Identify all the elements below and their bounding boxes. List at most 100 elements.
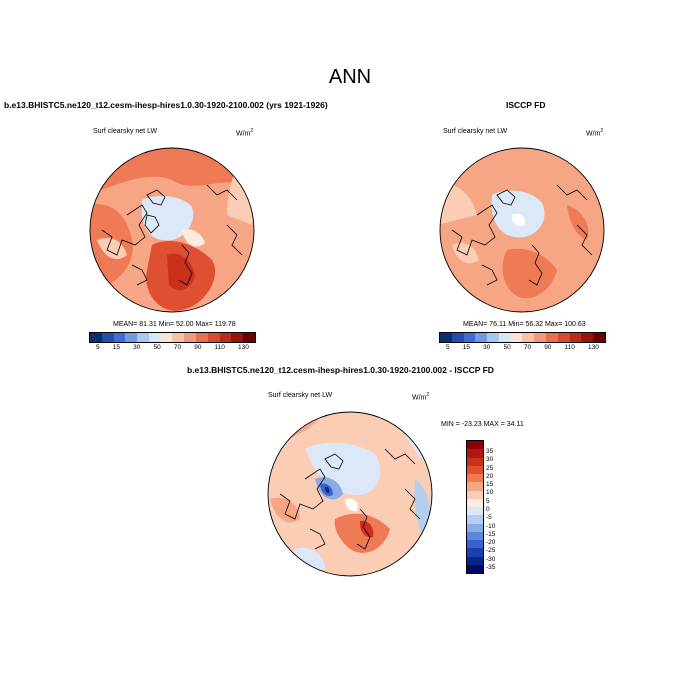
panel3-colorbar-label: 20 <box>486 472 494 480</box>
panel2-colorbar-label: 90 <box>544 344 552 351</box>
panel2-colorbar-swatch <box>475 333 488 342</box>
main-title: ANN <box>328 66 372 88</box>
panel1-stats: MEAN= 81.31 Min= 52.00 Max= 119.78 <box>113 321 236 328</box>
panel1-colorbar-swatch <box>137 333 149 342</box>
panel2-colorbar-swatch <box>451 333 464 342</box>
panel3-colorbar-label: -15 <box>486 530 496 538</box>
panel2-colorbar-swatch <box>581 333 594 342</box>
panel1-colorbar-label: 130 <box>238 344 249 351</box>
panel1-polar-map <box>89 147 255 313</box>
panel3-colorbar-swatch <box>467 474 483 483</box>
panel2-title: ISCCP FD <box>506 100 546 110</box>
panel3-colorbar-swatch <box>467 531 483 540</box>
panel2-colorbar-label: 5 <box>446 344 450 351</box>
panel3-colorbar-swatch <box>467 515 483 524</box>
panel3-colorbar-label: -20 <box>486 539 496 547</box>
panel2-colorbar-label: 110 <box>564 344 575 351</box>
panel3-colorbar-label: 15 <box>486 481 494 489</box>
panel3-colorbar-label: -10 <box>486 522 496 530</box>
panel2-stats: MEAN= 76.11 Min= 56.32 Max= 100.63 <box>463 321 586 328</box>
panel2-colorbar-swatch <box>557 333 570 342</box>
panel3-colorbar-swatch <box>467 548 483 557</box>
panel3-units-label: W/m2 <box>412 392 430 402</box>
panel2-colorbar: 5 15 30 50 70 90 110 130 <box>439 332 606 351</box>
panel1-colorbar-label: 15 <box>112 344 120 351</box>
panel2-colorbar-swatch <box>534 333 547 342</box>
panel3-colorbar-swatch <box>467 556 483 565</box>
panel3-colorbar-swatch <box>467 490 483 499</box>
panel3-colorbar-label: 0 <box>486 506 490 513</box>
panel1-colorbar-swatch <box>148 333 161 342</box>
panel3-colorbar-swatch <box>467 465 483 474</box>
panel3-colorbar-label: 35 <box>486 448 494 455</box>
panel1-variable-label: Surf clearsky net LW <box>93 128 158 135</box>
panel1-title: b.e13.BHISTC5.ne120_t12.cesm-ihesp-hires… <box>4 100 328 110</box>
panel1-colorbar: 5 15 30 50 70 90 110 130 <box>89 332 256 351</box>
panel1-colorbar-swatch <box>160 333 173 342</box>
panel2-colorbar-swatch <box>498 333 511 342</box>
panel3-colorbar-swatch <box>467 540 483 549</box>
panel2-variable-label: Surf clearsky net LW <box>443 128 508 135</box>
panel1-colorbar-swatch <box>101 333 114 342</box>
panel3-colorbar-swatch <box>467 457 483 466</box>
panel2-colorbar-swatch <box>487 333 499 342</box>
panel2-colorbar-swatch <box>546 333 558 342</box>
panel1-colorbar-swatch <box>184 333 197 342</box>
panel1-colorbar-swatch <box>231 333 244 342</box>
panel1-colorbar-swatch <box>243 333 255 342</box>
panel3-colorbar-label: 10 <box>486 489 494 497</box>
panel3-colorbar-label: 5 <box>486 497 490 505</box>
panel2-colorbar-swatch <box>522 333 535 342</box>
panel3-colorbar-label: -5 <box>486 514 492 522</box>
panel1-colorbar-swatch <box>196 333 208 342</box>
panel1-colorbar-swatch <box>90 333 102 342</box>
panel1-colorbar-swatch <box>113 333 126 342</box>
panel1-colorbar-swatches <box>89 332 256 343</box>
panel2-polar-map <box>439 147 605 313</box>
panel1-colorbar-label: 50 <box>153 344 161 351</box>
panel2-colorbar-label: 50 <box>503 344 511 351</box>
panel2-colorbar-label: 70 <box>523 344 532 351</box>
panel3-minmax: MIN = -23.23 MAX = 34.11 <box>441 421 524 428</box>
panel3-colorbar-swatch <box>467 523 483 532</box>
panel3-colorbar-swatch <box>467 482 483 491</box>
panel3-colorbar-swatch <box>467 441 483 450</box>
panel3-colorbar-label: -30 <box>486 555 496 563</box>
panel3-colorbar <box>466 440 484 574</box>
panel1-colorbar-swatch <box>207 333 220 342</box>
panel3-colorbar-swatch <box>467 507 483 516</box>
panel1-colorbar-label: 5 <box>96 344 100 351</box>
panel2-colorbar-swatch <box>463 333 476 342</box>
panel3-colorbar-label: 30 <box>486 456 494 464</box>
panel3-colorbar-swatch <box>467 564 483 573</box>
panel2-colorbar-swatches <box>439 332 606 343</box>
panel3-colorbar-swatches <box>466 440 484 574</box>
panel1-colorbar-label: 110 <box>214 344 225 351</box>
panel1-colorbar-label: 30 <box>133 344 141 351</box>
panel3-colorbar-label: -25 <box>486 547 496 555</box>
panel1-colorbar-label: 90 <box>194 344 202 351</box>
panel1-colorbar-swatch <box>125 333 138 342</box>
panel2-colorbar-label: 15 <box>462 344 470 351</box>
panel1-colorbar-labels: 5 15 30 50 70 90 110 130 <box>89 343 256 351</box>
panel1-colorbar-swatch <box>172 333 185 342</box>
panel1-colorbar-swatch <box>219 333 232 342</box>
panel3-variable-label: Surf clearsky net LW <box>268 392 333 399</box>
panel2-units-label: W/m2 <box>586 128 604 138</box>
panel1-colorbar-label: 70 <box>173 344 182 351</box>
panel1-units-label: W/m2 <box>236 128 254 138</box>
panel2-colorbar-label: 30 <box>483 344 491 351</box>
panel2-colorbar-label: 130 <box>588 344 599 351</box>
panel2-colorbar-swatch <box>510 333 523 342</box>
panel2-colorbar-swatch <box>569 333 582 342</box>
panel2-colorbar-labels: 5 15 30 50 70 90 110 130 <box>439 343 606 351</box>
panel3-polar-map <box>267 411 433 577</box>
panel3-colorbar-label: -35 <box>486 564 496 571</box>
panel3-colorbar-swatch <box>467 449 483 458</box>
panel3-colorbar-swatch <box>467 498 483 507</box>
panel2-colorbar-swatch <box>440 333 452 342</box>
panel3-colorbar-label: 25 <box>486 464 494 472</box>
panel2-colorbar-swatch <box>593 333 605 342</box>
panel3-colorbar-labels: 35 30 25 20 15 10 5 0 -5 -10 -15 -20 -25 -30 -35 <box>486 448 510 571</box>
panel3-title: b.e13.BHISTC5.ne120_t12.cesm-ihesp-hires… <box>187 365 494 375</box>
